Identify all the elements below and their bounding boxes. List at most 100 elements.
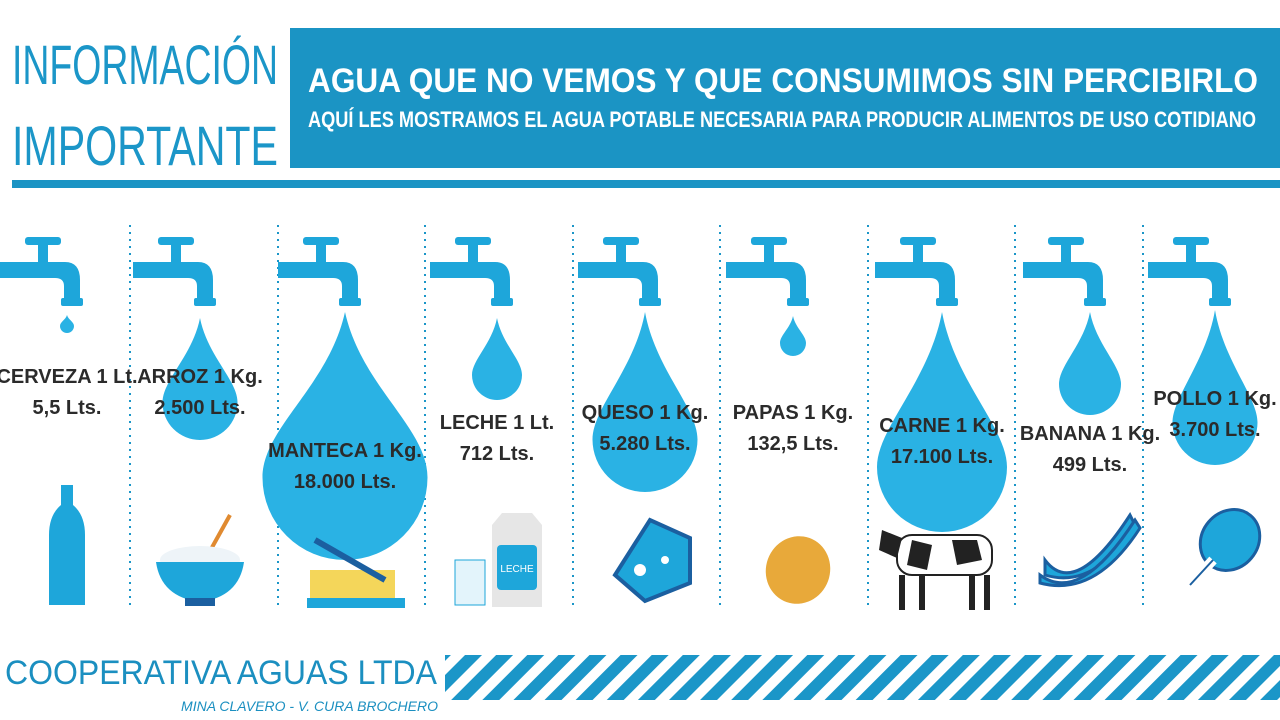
- items: CERVEZA 1 Lt. 5,5 Lts. ARROZ 1 Kg. 2.500 Lt…: [0, 225, 1277, 610]
- faucet-part: [1061, 240, 1071, 264]
- left-title: INFORMACIÓN: [12, 33, 278, 96]
- faucet-part: [1203, 262, 1228, 300]
- icon-part: [49, 485, 85, 605]
- faucet: [430, 237, 513, 306]
- faucet: [578, 237, 661, 306]
- faucet-part: [1048, 237, 1084, 245]
- title: AGUA QUE NO VEMOS Y QUE CONSUMIMOS SIN P…: [308, 62, 1258, 100]
- faucet: [875, 237, 958, 306]
- faucet-part: [1173, 237, 1209, 245]
- faucet-part: [455, 237, 491, 245]
- faucet-part: [430, 262, 485, 278]
- faucet-part: [25, 237, 61, 245]
- item: CERVEZA 1 Lt. 5,5 Lts.: [0, 237, 138, 605]
- item-label: PAPAS 1 Kg.: [733, 402, 853, 424]
- faucet-part: [603, 237, 639, 245]
- faucet-part: [38, 240, 48, 264]
- faucet-part: [787, 298, 809, 306]
- item-label: ARROZ 1 Kg.: [137, 366, 263, 388]
- icon-part: [661, 556, 669, 564]
- faucet-part: [1186, 240, 1196, 264]
- faucet-part: [61, 298, 83, 306]
- drop: [592, 312, 698, 492]
- food-icon: [612, 517, 692, 604]
- item: QUESO 1 Kg. 5.280 Lts.: [578, 237, 708, 604]
- icon-part: [185, 598, 215, 606]
- item-label: CARNE 1 Kg.: [879, 415, 1005, 437]
- icon-part: [1189, 559, 1214, 586]
- item-label: CERVEZA 1 Lt.: [0, 366, 138, 388]
- faucet-part: [936, 298, 958, 306]
- faucet-part: [639, 298, 661, 306]
- drop: [472, 318, 522, 400]
- faucet: [1023, 237, 1106, 306]
- food-icon: LECHE: [454, 513, 542, 607]
- faucet-part: [726, 262, 781, 278]
- drop: [780, 316, 806, 356]
- item-amount: 5,5 Lts.: [33, 397, 102, 419]
- faucet-part: [171, 240, 181, 264]
- faucet: [1148, 237, 1231, 306]
- faucet-part: [875, 262, 930, 278]
- icon-part: [307, 598, 405, 608]
- faucet-part: [781, 262, 806, 300]
- faucet-part: [1148, 262, 1203, 278]
- faucet: [278, 237, 361, 306]
- item: POLLO 1 Kg. 3.700 Lts.: [1148, 237, 1277, 589]
- icon-part: [454, 559, 486, 606]
- item-amount: 132,5 Lts.: [747, 433, 838, 455]
- item-label: MANTECA 1 Kg.: [268, 440, 422, 462]
- icon-part: [156, 562, 244, 602]
- header-rule: [12, 180, 1280, 188]
- icon-part: [899, 575, 990, 610]
- icon-part: [313, 537, 387, 583]
- faucet-part: [578, 262, 633, 278]
- footer-name: COOPERATIVA AGUAS LTDA: [5, 654, 437, 692]
- faucet-part: [1084, 298, 1106, 306]
- food-icon: [156, 514, 244, 606]
- faucet-part: [303, 237, 339, 245]
- faucet-part: [188, 262, 213, 300]
- item-amount: 3.700 Lts.: [1169, 419, 1260, 441]
- faucet-part: [333, 262, 358, 300]
- faucet-part: [751, 237, 787, 245]
- faucet-part: [0, 262, 55, 278]
- faucet-part: [468, 240, 478, 264]
- food-icon: [49, 485, 85, 605]
- item-amount: 18.000 Lts.: [294, 471, 396, 493]
- faucet-part: [930, 262, 955, 300]
- item-label: BANANA 1 Kg.: [1020, 423, 1160, 445]
- carton-text: LECHE: [500, 564, 534, 575]
- subtitle: AQUÍ LES MOSTRAMOS EL AGUA POTABLE NECES…: [308, 107, 1256, 132]
- faucet-part: [158, 237, 194, 245]
- faucet-part: [485, 262, 510, 300]
- drop: [1059, 312, 1121, 415]
- footer-stripes: [445, 655, 1280, 700]
- food-icon: [765, 536, 831, 604]
- faucet-part: [491, 298, 513, 306]
- icon-part: [634, 564, 646, 576]
- item: PAPAS 1 Kg. 132,5 Lts.: [726, 237, 853, 604]
- drop: [162, 318, 238, 440]
- left-title: IMPORTANTE: [12, 114, 278, 177]
- item: LECHE 1 Lt. 712 Lts. LECHE: [430, 237, 554, 607]
- faucet-part: [764, 240, 774, 264]
- icon-part: [497, 545, 537, 590]
- item-label: POLLO 1 Kg.: [1153, 388, 1276, 410]
- faucet-part: [1078, 262, 1103, 300]
- icon-part: [907, 540, 982, 570]
- drop: [60, 315, 74, 333]
- drop: [262, 312, 428, 560]
- item-amount: 2.500 Lts.: [154, 397, 245, 419]
- faucet-part: [55, 262, 80, 300]
- faucet-part: [900, 237, 936, 245]
- food-icon: [307, 537, 405, 608]
- faucet-part: [278, 262, 333, 278]
- item: ARROZ 1 Kg. 2.500 Lts.: [133, 237, 263, 606]
- drop: [877, 312, 1007, 532]
- item-amount: 17.100 Lts.: [891, 446, 993, 468]
- faucet: [133, 237, 216, 306]
- item: MANTECA 1 Kg. 18.000 Lts.: [262, 237, 428, 608]
- faucet-part: [633, 262, 658, 300]
